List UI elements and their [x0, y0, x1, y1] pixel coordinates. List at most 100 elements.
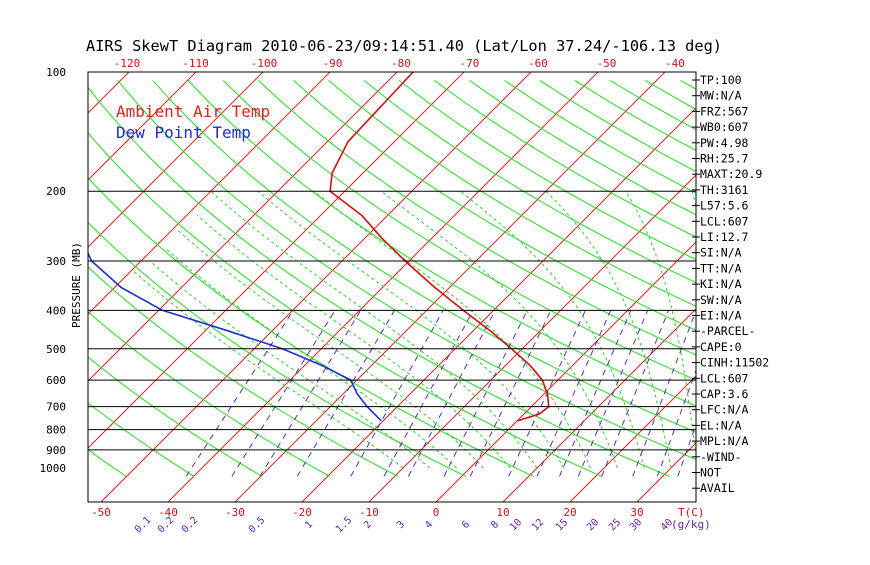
- dry-adiabat-line: [645, 80, 870, 476]
- isotherm-line: [838, 72, 870, 502]
- bottom-temperature-label: -10: [359, 506, 379, 519]
- dry-adiabat-line: [294, 80, 870, 476]
- pressure-tick-label: 100: [46, 66, 66, 79]
- side-panel-entry: MW:N/A: [700, 89, 742, 103]
- side-panel-entry: MAXT:20.9: [700, 167, 762, 181]
- bottom-temperature-label: -20: [292, 506, 312, 519]
- top-temperature-label: -110: [182, 57, 209, 70]
- mixing-ratio-label: 30: [628, 517, 644, 533]
- side-panel-entry: TH:3161: [700, 183, 749, 197]
- side-panel-entry: RH:25.7: [700, 152, 749, 166]
- isotherm-line: [637, 72, 870, 502]
- mixing-ratio-label: 25: [607, 517, 623, 533]
- bottom-temperature-label: -30: [225, 506, 245, 519]
- top-temperature-label: -80: [391, 57, 411, 70]
- mixing-ratio-unit-label: (g/kg): [671, 518, 711, 531]
- side-panel-entry: -WIND-: [700, 450, 742, 464]
- top-temperature-label: -50: [597, 57, 617, 70]
- bottom-temperature-label: 30: [630, 506, 643, 519]
- side-panel-entry: KI:N/A: [700, 277, 742, 291]
- mixing-ratio-label: 4: [423, 519, 435, 531]
- dry-adiabat-line: [399, 80, 870, 476]
- side-panel-entry: EL:N/A: [700, 418, 742, 432]
- mixing-ratio-label: 1: [303, 519, 315, 531]
- side-panel-entry: TP:100: [700, 73, 742, 87]
- top-temperature-label: -40: [665, 57, 685, 70]
- mixing-ratio-label: 8: [489, 519, 501, 531]
- moist-adiabat-line: [166, 249, 456, 468]
- mixing-ratio-label: 15: [554, 517, 570, 533]
- mixing-ratio-label: 0.1: [133, 515, 154, 536]
- isotherm-line: [0, 72, 62, 502]
- mixing-ratio-label: 2: [362, 519, 374, 531]
- pressure-lines: [88, 191, 696, 450]
- side-panel-entry: CAP:3.6: [700, 387, 749, 401]
- side-panel-entry: SI:N/A: [700, 246, 742, 260]
- moist-adiabat-line: [314, 191, 591, 468]
- moist-adiabat-line: [135, 272, 403, 468]
- top-temperature-labels: -120 -110 -100 -90 -80 -70 -60 -50 -40: [114, 57, 685, 70]
- top-temperature-label: -100: [251, 57, 278, 70]
- pressure-tick-label: 600: [46, 374, 66, 387]
- side-panel-entry: -PARCEL-: [700, 324, 755, 338]
- mixing-ratio-line: [232, 310, 335, 476]
- y-axis-label: PRESSURE (MB): [70, 242, 83, 328]
- dry-adiabat-line: [12, 80, 534, 476]
- moist-adiabat-line: [150, 261, 430, 468]
- top-temperature-label: -90: [323, 57, 343, 70]
- side-panel-entry: NOT: [700, 466, 721, 480]
- side-panel-entry: LCL:607: [700, 214, 749, 228]
- chart-title: AIRS SkewT Diagram 2010-06-23/09:14:51.4…: [86, 37, 722, 55]
- mixing-ratio-label: 12: [530, 517, 546, 533]
- side-panel-entry: LI:12.7: [700, 230, 749, 244]
- mixing-ratio-label: 0.2: [180, 515, 201, 536]
- isotherm-line: [436, 72, 866, 502]
- mixing-ratio-label: 10: [508, 517, 524, 533]
- bottom-temperature-label: 10: [496, 506, 509, 519]
- pressure-tick-label: 300: [46, 255, 66, 268]
- pressure-tick-label: 200: [46, 185, 66, 198]
- bottom-temperature-label: 0: [433, 506, 440, 519]
- side-panel-entry: LFC:N/A: [700, 403, 749, 417]
- side-panel-entry: AVAIL: [700, 481, 735, 495]
- pressure-tick-label: 900: [46, 444, 66, 457]
- isotherm-line: [503, 72, 870, 502]
- dry-adiabat-line: [786, 80, 870, 476]
- side-panel-entry: TT:N/A: [700, 261, 742, 275]
- legend-ambient-air-temp: Ambient Air Temp: [116, 102, 270, 121]
- top-temperature-label: -120: [114, 57, 141, 70]
- isotherm-line: [771, 72, 870, 502]
- pressure-tick-label: 700: [46, 401, 66, 414]
- mixing-ratio-line: [444, 310, 527, 476]
- mixing-ratio-label: 6: [460, 519, 472, 531]
- side-panel-entry: SW:N/A: [700, 293, 742, 307]
- side-panel-entry: EI:N/A: [700, 309, 742, 323]
- side-panel-entry: CINH:11502: [700, 356, 769, 370]
- pressure-tick-label: 800: [46, 424, 66, 437]
- pressure-tick-label: 500: [46, 343, 66, 356]
- dry-adiabat-line: [821, 80, 870, 476]
- isotherm-line: [235, 72, 665, 502]
- mixing-ratio-label: 20: [585, 517, 601, 533]
- top-temperature-label: -60: [528, 57, 548, 70]
- side-panel-entry: FRZ:567: [700, 104, 749, 118]
- legend-dew-point-temp: Dew Point Temp: [116, 123, 251, 142]
- side-panel-entry: MPL:N/A: [700, 434, 749, 448]
- mixing-ratio-line: [260, 310, 361, 476]
- top-temperature-label: -70: [460, 57, 480, 70]
- side-panel-entry: L57:5.6: [700, 199, 749, 213]
- mixing-ratio-label: 1.5: [334, 515, 355, 536]
- dry-adiabat-line: [0, 80, 58, 476]
- side-panel-entry: WB0:607: [700, 120, 749, 134]
- side-panel-entry: PW:4.98: [700, 136, 749, 150]
- side-panel-entry: LCL:607: [700, 371, 749, 385]
- mixing-ratio-label: 3: [395, 519, 407, 531]
- mixing-ratio-label: 0.5: [247, 515, 268, 536]
- bottom-temperature-label: 20: [563, 506, 576, 519]
